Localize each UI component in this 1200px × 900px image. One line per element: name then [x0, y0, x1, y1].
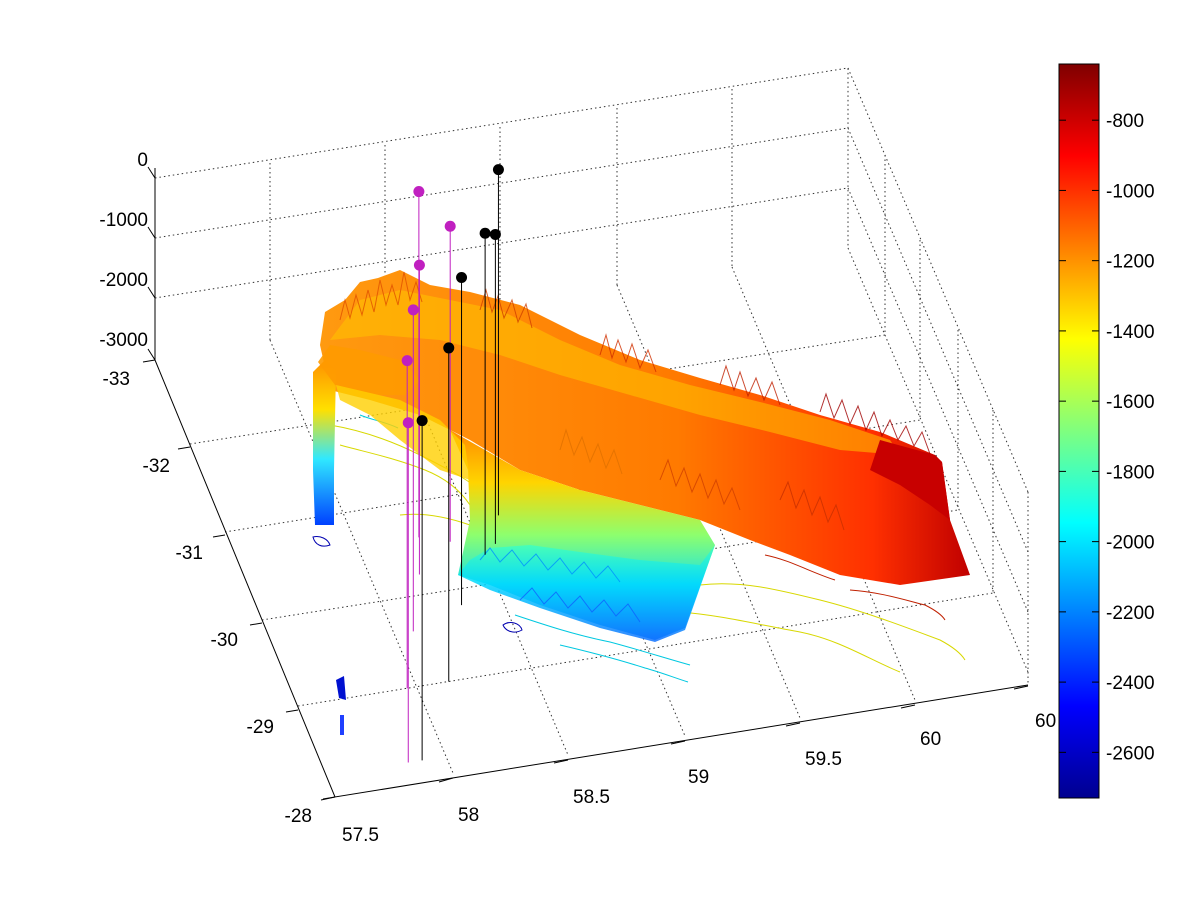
y-tick-label: -33 — [103, 369, 130, 390]
x-tick-label: 58 — [458, 805, 479, 826]
stem-marker — [416, 415, 428, 427]
stem-marker — [492, 164, 504, 176]
floor-contour-fleck — [336, 676, 346, 735]
y-tick-label: -32 — [143, 456, 170, 477]
y-tick-label: -31 — [176, 543, 203, 564]
stem-marker — [413, 186, 425, 198]
stem-marker — [401, 355, 413, 367]
colorbar-tick-label: -2000 — [1106, 533, 1155, 554]
stem-marker — [443, 342, 455, 354]
colorbar-tick-label: -1800 — [1106, 462, 1155, 483]
colorbar-tick-label: -2600 — [1106, 743, 1155, 764]
colorbar-tick-label: -2400 — [1106, 673, 1155, 694]
stem-marker — [489, 228, 501, 240]
stem-marker — [413, 259, 425, 271]
x-tick-label: 57.5 — [342, 825, 379, 846]
x-tick-labels: 57.5 58 58.5 59 59.5 60 60 — [342, 711, 1056, 846]
colorbar-ticks: -800 -1000 -1200 -1400 -1600 -1800 -2000 -2200 -… — [1059, 111, 1155, 764]
stem-marker — [479, 227, 491, 239]
x-tick-label: 59 — [688, 767, 709, 788]
floor-contours — [312, 414, 966, 683]
colorbar-tick-label: -1000 — [1106, 181, 1155, 202]
colorbar-tick-label: -1400 — [1106, 322, 1155, 343]
colorbar: -800 -1000 -1200 -1400 -1600 -1800 -2000 -2200 -… — [1058, 63, 1155, 799]
z-tick-label: 0 — [137, 150, 148, 171]
z-tick-label: -3000 — [99, 330, 148, 351]
y-tick-label: -29 — [247, 717, 274, 738]
x-tick-label: 59.5 — [805, 749, 842, 770]
colorbar-tick-label: -1200 — [1106, 252, 1155, 273]
z-tick-label: -1000 — [99, 210, 148, 231]
stem-marker — [402, 417, 414, 429]
z-tick-label: -2000 — [99, 270, 148, 291]
x-tick-label: 58.5 — [573, 787, 610, 808]
sample-stems — [401, 164, 504, 763]
x-tick-label: 60 — [1035, 711, 1056, 732]
y-tick-label: -30 — [211, 630, 238, 651]
colorbar-tick-label: -2200 — [1106, 603, 1155, 624]
y-tick-labels: -33 -32 -31 -30 -29 -28 — [103, 369, 312, 827]
stem-marker — [444, 220, 456, 232]
y-tick-label: -28 — [285, 806, 312, 827]
bathymetry-surface — [313, 270, 970, 642]
colorbar-gradient — [1058, 63, 1100, 799]
axis-lines — [142, 166, 1029, 801]
stem-marker — [456, 271, 468, 283]
x-tick-label: 60 — [920, 729, 941, 750]
stem-marker — [407, 304, 419, 316]
colorbar-tick-label: -800 — [1106, 111, 1144, 132]
z-tick-labels: 0 -1000 -2000 -3000 — [99, 150, 148, 351]
colorbar-tick-label: -1600 — [1106, 392, 1155, 413]
